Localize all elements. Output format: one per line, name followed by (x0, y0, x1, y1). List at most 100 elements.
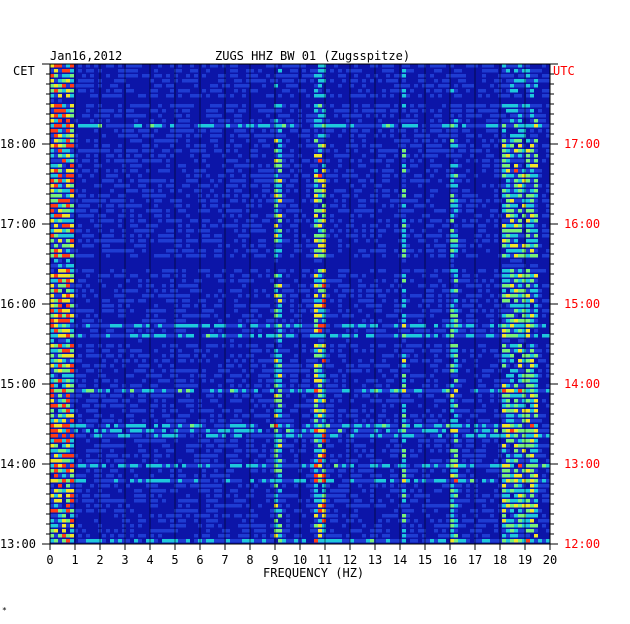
spectrogram-cell (406, 324, 410, 328)
spectrogram-cell (58, 114, 62, 118)
spectrogram-cell (446, 319, 450, 323)
spectrogram-cell (538, 349, 542, 353)
spectrogram-cell (154, 334, 158, 338)
spectrogram-cell (370, 199, 374, 203)
spectrogram-cell (366, 329, 370, 333)
spectrogram-cell (126, 174, 130, 178)
spectrogram-cell (514, 179, 518, 183)
spectrogram-cell (314, 334, 318, 338)
spectrogram-cell (146, 334, 150, 338)
spectrogram-cell (54, 279, 58, 283)
spectrogram-cell (426, 244, 430, 248)
spectrogram-cell (58, 64, 62, 68)
spectrogram-cell (506, 314, 510, 318)
spectrogram-cell (478, 399, 482, 403)
spectrogram-cell (314, 219, 318, 223)
spectrogram-cell (78, 204, 82, 208)
spectrogram-cell (462, 274, 466, 278)
spectrogram-cell (142, 294, 146, 298)
spectrogram-cell (70, 304, 74, 308)
spectrogram-cell (506, 264, 510, 268)
spectrogram-cell (446, 289, 450, 293)
spectrogram-cell (306, 404, 310, 408)
spectrogram-cell (122, 209, 126, 213)
spectrogram-cell (286, 419, 290, 423)
spectrogram-cell (174, 429, 178, 433)
spectrogram-cell (238, 419, 242, 423)
spectrogram-cell (266, 169, 270, 173)
spectrogram-cell (218, 374, 222, 378)
spectrogram-cell (526, 239, 530, 243)
spectrogram-cell (462, 174, 466, 178)
spectrogram-cell (514, 164, 518, 168)
spectrogram-cell (262, 169, 266, 173)
spectrogram-cell (78, 174, 82, 178)
spectrogram-cell (270, 359, 274, 363)
spectrogram-cell (294, 174, 298, 178)
spectrogram-cell (66, 184, 70, 188)
spectrogram-cell (90, 84, 94, 88)
spectrogram-cell (266, 429, 270, 433)
spectrogram-cell (106, 389, 110, 393)
spectrogram-cell (534, 134, 538, 138)
spectrogram-cell (450, 419, 454, 423)
spectrogram-cell (274, 369, 278, 373)
spectrogram-cell (502, 294, 506, 298)
spectrogram-cell (182, 304, 186, 308)
spectrogram-cell (186, 134, 190, 138)
spectrogram-cell (402, 154, 406, 158)
spectrogram-cell (58, 299, 62, 303)
spectrogram-cell (470, 299, 474, 303)
spectrogram-cell (306, 374, 310, 378)
spectrogram-cell (126, 279, 130, 283)
spectrogram-cell (346, 324, 350, 328)
spectrogram-cell (210, 189, 214, 193)
spectrogram-cell (430, 389, 434, 393)
spectrogram-cell (278, 164, 282, 168)
spectrogram-cell (70, 429, 74, 433)
spectrogram-cell (434, 369, 438, 373)
spectrogram-cell (254, 229, 258, 233)
spectrogram-cell (390, 69, 394, 73)
spectrogram-cell (466, 419, 470, 423)
spectrogram-cell (174, 199, 178, 203)
spectrogram-cell (226, 209, 230, 213)
spectrogram-cell (118, 389, 122, 393)
spectrogram-cell (510, 214, 514, 218)
spectrogram-cell (342, 314, 346, 318)
spectrogram-cell (386, 289, 390, 293)
spectrogram-cell (534, 239, 538, 243)
spectrogram-cell (94, 199, 98, 203)
spectrogram-cell (458, 204, 462, 208)
spectrogram-cell (346, 179, 350, 183)
spectrogram-cell (426, 389, 430, 393)
spectrogram-cell (534, 214, 538, 218)
spectrogram-cell (402, 374, 406, 378)
spectrogram-cell (274, 84, 278, 88)
spectrogram-cell (362, 284, 366, 288)
spectrogram-cell (162, 284, 166, 288)
spectrogram-cell (94, 399, 98, 403)
spectrogram-cell (402, 219, 406, 223)
spectrogram-cell (82, 404, 86, 408)
spectrogram-cell (162, 79, 166, 83)
spectrogram-cell (162, 399, 166, 403)
spectrogram-cell (86, 314, 90, 318)
spectrogram-cell (210, 394, 214, 398)
spectrogram-cell (158, 364, 162, 368)
spectrogram-cell (530, 409, 534, 413)
spectrogram-cell (94, 429, 98, 433)
spectrogram-cell (410, 124, 414, 128)
spectrogram-cell (326, 129, 330, 133)
spectrogram-cell (458, 144, 462, 148)
spectrogram-cell (70, 94, 74, 98)
spectrogram-cell (146, 329, 150, 333)
spectrogram-cell (330, 144, 334, 148)
spectrogram-cell (514, 159, 518, 163)
spectrogram-cell (422, 349, 426, 353)
spectrogram-cell (50, 409, 54, 413)
spectrogram-cell (502, 364, 506, 368)
spectrogram-cell (294, 354, 298, 358)
spectrogram-cell (454, 414, 458, 418)
spectrogram-cell (178, 294, 182, 298)
